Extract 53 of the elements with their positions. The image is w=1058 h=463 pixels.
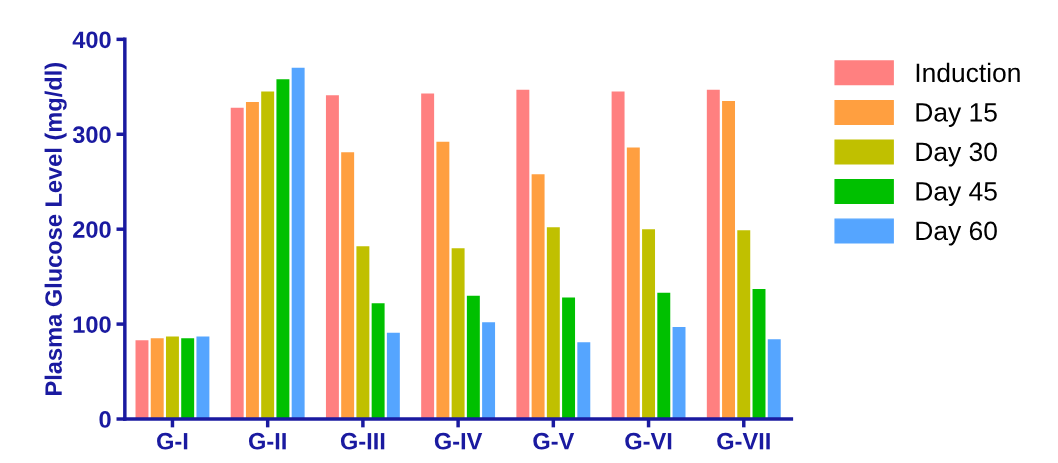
y-tick-label: 0 [99, 411, 111, 428]
bar [482, 322, 496, 420]
bar [672, 326, 686, 420]
bar [466, 295, 480, 420]
y-tick-label: 100 [73, 316, 111, 333]
bar [706, 89, 720, 420]
bar [230, 107, 244, 420]
x-tick-label: G-VII [717, 432, 770, 450]
bar [562, 297, 576, 420]
bar [135, 340, 149, 420]
bar [531, 174, 545, 420]
bar [245, 102, 259, 420]
bar [356, 246, 370, 420]
bar [436, 141, 450, 420]
bar [165, 336, 179, 420]
bar [657, 292, 671, 420]
y-tick-label: 200 [73, 221, 111, 238]
bar [642, 229, 656, 420]
y-tick-label: 300 [72, 126, 111, 144]
bar [611, 91, 625, 420]
bar [371, 303, 385, 420]
x-tick-label: G-II [248, 432, 286, 450]
bar [516, 89, 530, 420]
y-tick-label: 400 [72, 31, 111, 49]
bar [386, 332, 400, 420]
legend-label: Induction [916, 62, 1020, 83]
x-tick-label: G-I [157, 432, 188, 450]
x-tick-label: G-V [533, 432, 575, 450]
bar [276, 79, 290, 420]
bar [150, 338, 164, 420]
legend-label: Day 15 [916, 103, 997, 127]
bar [626, 147, 640, 420]
bar [196, 336, 210, 420]
bar [261, 91, 275, 420]
x-tick-label: G-IV [434, 432, 483, 450]
bar [546, 227, 560, 420]
x-tick-label: G-VI [625, 432, 672, 450]
legend-label: Day 60 [916, 221, 997, 246]
bar [291, 67, 305, 420]
bar [421, 93, 435, 420]
bar [767, 339, 781, 420]
bar [341, 152, 355, 420]
y-axis-title: Plasma Glucose Level (mg/dl) [44, 63, 67, 395]
legend-label: Day 30 [916, 142, 997, 167]
bar [325, 95, 339, 420]
legend-label: Day 45 [916, 182, 997, 206]
bar [451, 248, 465, 420]
bar [181, 338, 195, 420]
bar [737, 230, 751, 420]
x-tick-label: G-III [340, 432, 385, 450]
bar [752, 288, 766, 420]
bar [722, 101, 736, 420]
bar [577, 342, 591, 420]
